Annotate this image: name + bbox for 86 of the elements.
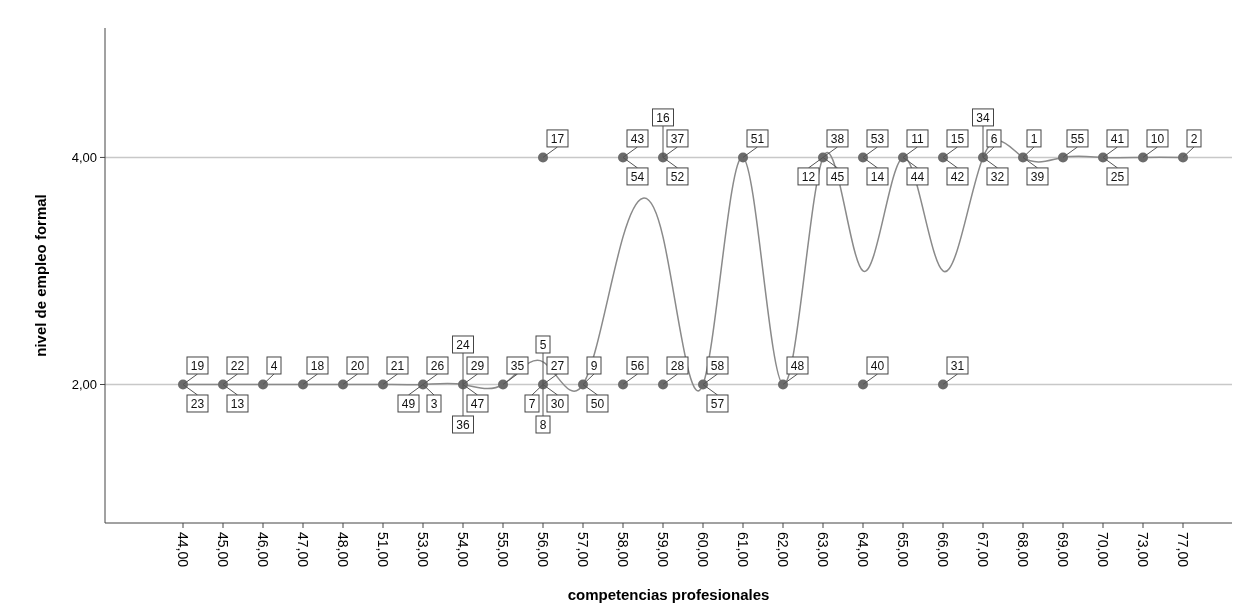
x-tick-label: 62,00	[775, 532, 791, 568]
annotation: 27	[550, 358, 565, 373]
annotation: 52	[670, 169, 685, 184]
annotation: 35	[510, 358, 525, 373]
annotation: 17	[550, 131, 565, 146]
annotation: 57	[710, 396, 725, 411]
x-tick-label: 46,00	[255, 532, 271, 568]
annotation: 49	[401, 396, 416, 411]
annotation: 21	[390, 358, 405, 373]
annotation: 37	[670, 131, 685, 146]
annotation: 11	[911, 131, 925, 146]
annotation: 38	[830, 131, 845, 146]
annotation: 43	[630, 131, 645, 146]
y-tick-label: 2,00	[71, 376, 97, 392]
annotation: 42	[950, 169, 965, 184]
x-tick-label: 51,00	[375, 532, 391, 568]
annotation: 12	[801, 169, 816, 184]
annotation: 58	[710, 358, 725, 373]
y-axis-title: nivel de empleo formal	[32, 194, 49, 357]
annotation: 18	[310, 358, 325, 373]
x-axis-title: competencias profesionales	[567, 586, 770, 603]
annotation: 15	[950, 131, 965, 146]
annotation: 22	[230, 358, 245, 373]
annotation: 8	[539, 417, 547, 432]
annotation: 39	[1030, 169, 1045, 184]
annotation: 31	[950, 358, 965, 373]
annotation: 29	[470, 358, 485, 373]
x-tick-label: 59,00	[655, 532, 671, 568]
annotation: 25	[1110, 169, 1125, 184]
annotation: 14	[870, 169, 885, 184]
annotation: 26	[430, 358, 445, 373]
annotation: 41	[1110, 131, 1125, 146]
x-tick-label: 55,00	[495, 532, 511, 568]
x-tick-label: 64,00	[855, 532, 871, 568]
annotation: 2	[1190, 131, 1198, 146]
annotation: 55	[1070, 131, 1085, 146]
annotation: 16	[656, 110, 670, 125]
x-tick-label: 57,00	[575, 532, 591, 568]
annotation: 3	[430, 396, 438, 411]
annotation: 53	[870, 131, 885, 146]
x-tick-label: 60,00	[695, 532, 711, 568]
annotation: 51	[750, 131, 765, 146]
annotation: 54	[630, 169, 645, 184]
y-tick-label: 4,00	[71, 149, 97, 165]
annotation: 48	[790, 358, 805, 373]
x-tick-label: 45,00	[215, 532, 231, 568]
x-tick-label: 61,00	[735, 532, 751, 568]
annotation: 40	[870, 358, 885, 373]
annotation: 45	[830, 169, 845, 184]
x-tick-label: 47,00	[295, 532, 311, 568]
x-tick-label: 68,00	[1015, 532, 1031, 568]
annotation: 34	[976, 110, 990, 125]
annotation: 7	[528, 396, 536, 411]
annotation: 28	[670, 358, 685, 373]
annotation: 24	[456, 337, 470, 352]
annotation: 44	[910, 169, 925, 184]
x-tick-label: 77,00	[1175, 532, 1191, 568]
annotation: 30	[550, 396, 565, 411]
x-tick-label: 70,00	[1095, 532, 1111, 568]
annotation: 13	[230, 396, 245, 411]
x-tick-label: 44,00	[175, 532, 191, 568]
x-tick-label: 58,00	[615, 532, 631, 568]
annotation: 36	[456, 417, 470, 432]
annotation: 6	[990, 131, 998, 146]
x-tick-label: 56,00	[535, 532, 551, 568]
x-tick-label: 67,00	[975, 532, 991, 568]
annotation: 56	[630, 358, 645, 373]
annotation: 1	[1030, 131, 1038, 146]
annotation: 9	[590, 358, 598, 373]
annotation: 10	[1150, 131, 1165, 146]
annotation: 50	[590, 396, 605, 411]
annotation: 4	[270, 358, 278, 373]
x-tick-label: 63,00	[815, 532, 831, 568]
x-tick-label: 73,00	[1135, 532, 1151, 568]
annotation: 32	[990, 169, 1005, 184]
x-tick-label: 48,00	[335, 532, 351, 568]
x-tick-label: 65,00	[895, 532, 911, 568]
annotation: 19	[190, 358, 205, 373]
x-tick-label: 69,00	[1055, 532, 1071, 568]
annotation: 20	[350, 358, 365, 373]
x-tick-label: 53,00	[415, 532, 431, 568]
annotation: 5	[539, 337, 547, 352]
annotation: 47	[470, 396, 485, 411]
x-tick-label: 66,00	[935, 532, 951, 568]
x-tick-label: 54,00	[455, 532, 471, 568]
annotation: 23	[190, 396, 205, 411]
